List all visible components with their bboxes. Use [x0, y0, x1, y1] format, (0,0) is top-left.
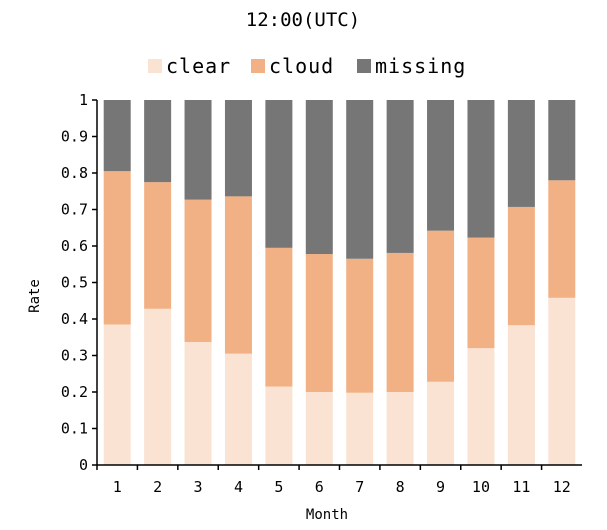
- bar-segment-missing-9: [427, 100, 455, 231]
- x-tick-label: 10: [472, 478, 490, 496]
- bar-segment-missing-6: [305, 100, 333, 255]
- bar-segment-missing-3: [184, 100, 212, 200]
- y-tick-label: 0.2: [61, 383, 88, 401]
- y-tick-label: 0.7: [61, 201, 88, 219]
- bar-segment-cloud-1: [103, 171, 131, 325]
- bar-segment-cloud-11: [507, 206, 535, 326]
- bar-segment-cloud-4: [224, 196, 252, 354]
- x-tick-label: 8: [396, 478, 405, 496]
- bar-segment-missing-1: [103, 100, 131, 172]
- y-tick-label: 0.6: [61, 237, 88, 255]
- bar-segment-missing-2: [144, 100, 172, 183]
- bar-segment-clear-5: [265, 386, 293, 465]
- bar-segment-cloud-6: [305, 254, 333, 392]
- bar-segment-missing-12: [548, 100, 576, 181]
- bar-segment-clear-8: [386, 392, 414, 465]
- bar-segment-cloud-10: [467, 237, 495, 349]
- bar-segment-clear-9: [427, 381, 455, 465]
- legend-label-cloud: cloud: [269, 54, 334, 78]
- y-tick-label: 1: [79, 91, 88, 109]
- bar-segment-cloud-2: [144, 182, 172, 309]
- y-tick-label: 0.3: [61, 347, 88, 365]
- bar-segment-missing-8: [386, 100, 414, 253]
- bar-segment-cloud-7: [346, 258, 374, 393]
- bar-segment-clear-6: [305, 392, 333, 465]
- y-tick-label: 0.5: [61, 274, 88, 292]
- bar-segment-cloud-5: [265, 247, 293, 387]
- legend: clear cloud missing: [148, 54, 466, 78]
- y-tick-label: 0.1: [61, 420, 88, 438]
- bar-segment-missing-5: [265, 100, 293, 248]
- bar-segment-cloud-9: [427, 230, 455, 382]
- x-axis-label: Month: [306, 507, 348, 523]
- x-ticks: 1 2 3 4 5 6 7 8 9 10 11 12: [96, 465, 571, 496]
- bar-segment-clear-3: [184, 342, 212, 465]
- chart-title: 12:00(UTC): [246, 9, 360, 31]
- bar-segment-clear-4: [224, 353, 252, 465]
- x-tick-label: 12: [553, 478, 571, 496]
- bar-segment-missing-10: [467, 100, 495, 238]
- bar-segment-missing-11: [507, 100, 535, 207]
- x-tick-label: 6: [315, 478, 324, 496]
- bar-segment-clear-1: [103, 324, 131, 465]
- x-tick-label: 9: [436, 478, 445, 496]
- bar-segment-missing-4: [224, 100, 252, 197]
- bar-segment-missing-7: [346, 100, 374, 259]
- y-tick-label: 0.9: [61, 128, 88, 146]
- bar-segment-cloud-8: [386, 252, 414, 392]
- legend-label-missing: missing: [375, 54, 466, 78]
- x-tick-label: 11: [512, 478, 530, 496]
- x-tick-label: 3: [194, 478, 203, 496]
- y-tick-label: 0.4: [61, 310, 88, 328]
- bar-segment-cloud-3: [184, 199, 212, 342]
- bar-segment-clear-10: [467, 348, 495, 465]
- legend-swatch-cloud: [251, 59, 265, 73]
- legend-swatch-missing: [357, 59, 371, 73]
- bar-segment-clear-11: [507, 325, 535, 465]
- bars: [103, 100, 576, 465]
- x-tick-label: 5: [274, 478, 283, 496]
- y-tick-label: 0: [79, 456, 88, 474]
- bar-segment-clear-2: [144, 308, 172, 465]
- y-tick-label: 0.8: [61, 164, 88, 182]
- y-ticks: 0 0.1 0.2 0.3 0.4 0.5 0.6 0.7 0.8 0.9 1: [61, 91, 97, 474]
- bar-segment-cloud-12: [548, 180, 576, 298]
- bar-segment-clear-12: [548, 297, 576, 465]
- x-tick-label: 7: [355, 478, 364, 496]
- bar-segment-clear-7: [346, 392, 374, 465]
- legend-swatch-clear: [148, 59, 162, 73]
- legend-label-clear: clear: [166, 54, 231, 78]
- x-tick-label: 2: [153, 478, 162, 496]
- x-tick-label: 1: [113, 478, 122, 496]
- y-axis-label: Rate: [27, 279, 43, 313]
- x-tick-label: 4: [234, 478, 243, 496]
